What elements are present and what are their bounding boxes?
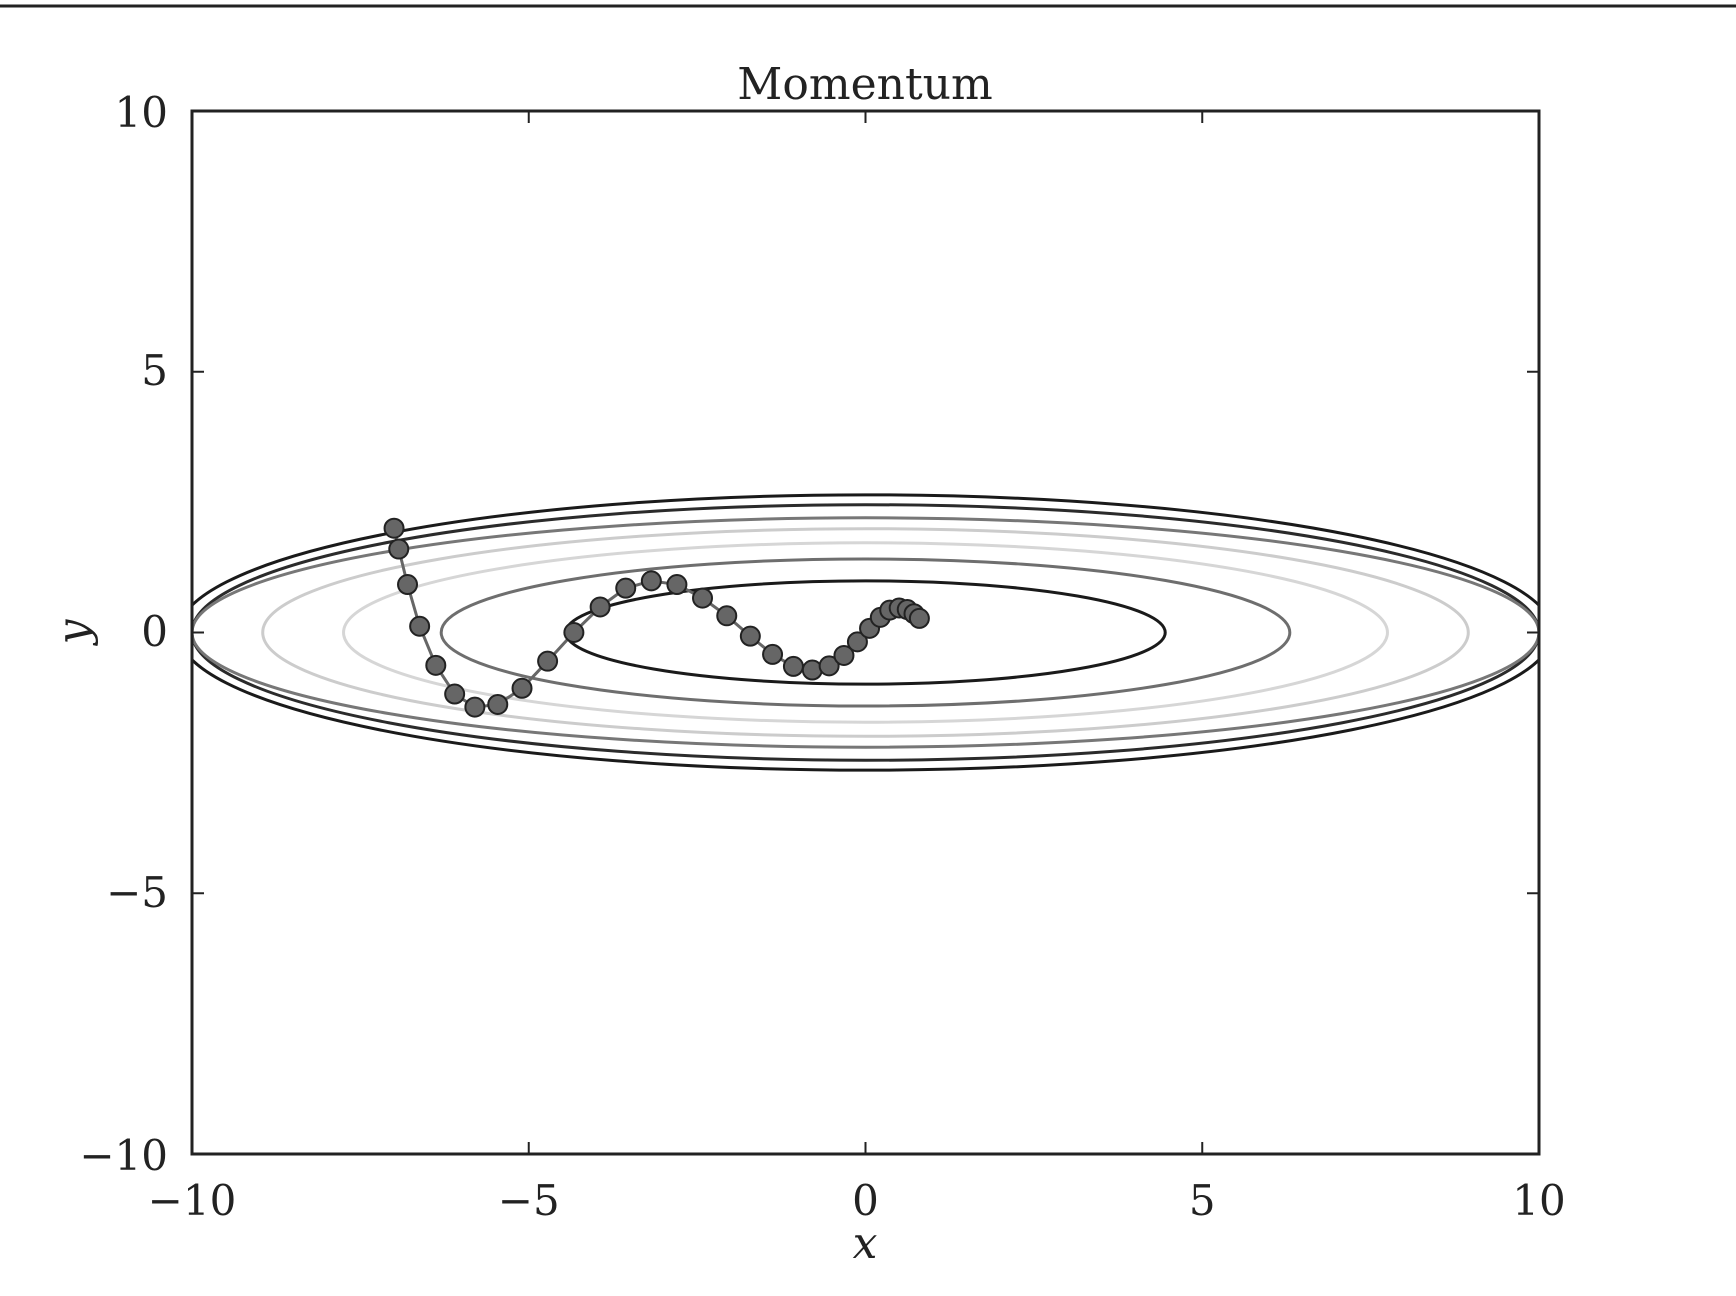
y-tick-label-3: 5 — [141, 346, 168, 395]
y-axis-label: y — [48, 618, 99, 646]
y-tick-label-2: 0 — [141, 607, 168, 656]
trajectory-point-23 — [846, 631, 868, 653]
x-tick-label-3: 5 — [1189, 1176, 1216, 1225]
trajectory-point-22 — [833, 644, 855, 666]
trajectory-point-3 — [409, 615, 431, 637]
trajectory-point-14 — [666, 574, 688, 596]
trajectory-point-10 — [563, 622, 585, 643]
x-tick-label-2: 0 — [852, 1176, 879, 1225]
x-tick-label-4: 10 — [1512, 1176, 1565, 1225]
trajectory-point-17 — [739, 625, 761, 647]
x-tick-label-0: −10 — [148, 1176, 237, 1225]
trajectory-point-4 — [425, 654, 447, 676]
trajectory-point-18 — [762, 643, 784, 665]
y-tick-label-4: 10 — [115, 88, 168, 137]
x-axis-label: x — [853, 1218, 878, 1269]
trajectory-point-11 — [589, 596, 611, 618]
trajectory-point-8 — [511, 677, 533, 699]
x-tick-label-1: −5 — [498, 1176, 560, 1225]
y-tick-label-0: −10 — [79, 1131, 168, 1180]
trajectory-point-19 — [782, 655, 804, 677]
trajectory-point-21 — [818, 655, 840, 677]
trajectory-markers — [383, 517, 930, 718]
trajectory-point-12 — [615, 577, 637, 599]
contour-ellipse-3 — [261, 527, 1470, 738]
contour-lines — [192, 493, 1539, 772]
trajectory-point-16 — [716, 605, 738, 627]
contour-ellipse-4 — [342, 541, 1389, 724]
trajectory-point-2 — [397, 574, 419, 596]
contour-ellipse-2 — [192, 516, 1539, 749]
trajectory-point-6 — [464, 696, 486, 718]
contour-ellipse-5 — [439, 557, 1292, 708]
trajectory-point-0 — [383, 517, 405, 539]
contour-ellipse-1 — [192, 503, 1539, 762]
chart-title: Momentum — [737, 59, 992, 110]
y-tick-label-1: −5 — [106, 868, 168, 917]
trajectory-point-13 — [640, 570, 662, 592]
trajectory-point-5 — [444, 683, 466, 705]
contour-ellipse-0 — [192, 493, 1539, 772]
axis-ticks — [191, 110, 1540, 1155]
trajectory-point-9 — [537, 650, 559, 672]
trajectory-point-1 — [388, 538, 410, 560]
trajectory-point-30 — [908, 607, 930, 629]
trajectory-point-15 — [692, 587, 714, 609]
trajectory-point-7 — [487, 693, 509, 715]
